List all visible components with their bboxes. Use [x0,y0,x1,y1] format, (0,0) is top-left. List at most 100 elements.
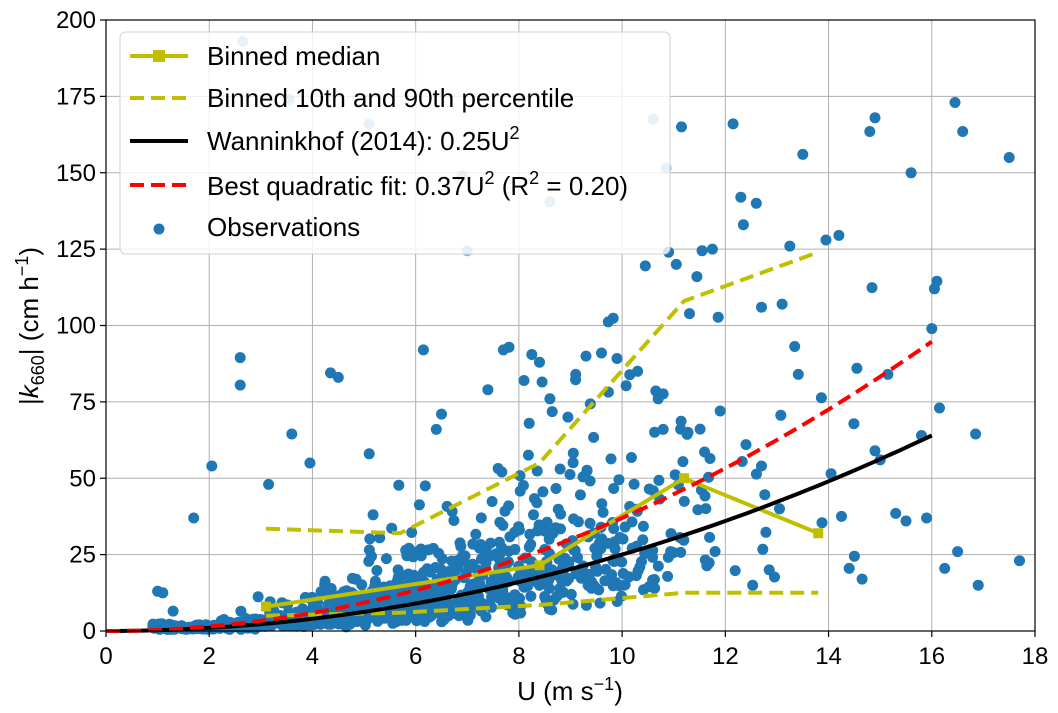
observation-point [1003,152,1015,163]
observation-point [537,486,549,498]
observation-point [949,97,961,108]
observation-point [550,483,562,494]
observation-point [699,554,711,566]
observation-point [825,468,837,480]
observation-point [497,344,509,356]
x-tick-label: 18 [1022,643,1049,670]
observation-point [463,563,475,574]
observation-point [665,528,677,540]
observation-point [565,588,577,600]
observation-point [206,460,218,472]
observation-point [574,489,586,501]
observation-point [623,571,635,583]
binned-median-marker [679,473,690,484]
observation-point [759,489,771,501]
observation-point [286,428,298,440]
observation-point [374,532,386,544]
observation-point [304,457,316,469]
observation-point [593,537,605,549]
observation-point [662,570,674,582]
observation-point [816,517,828,529]
observation-point [436,408,447,420]
observation-point [706,243,718,255]
observation-point [649,426,661,438]
observation-point [613,474,625,486]
x-tick-label: 16 [918,643,945,670]
observation-point [729,565,741,577]
y-tick-label: 50 [69,465,96,492]
observation-point [554,582,566,594]
x-tick-label: 8 [512,643,525,670]
x-tick-label: 0 [99,643,112,670]
observation-point [419,480,431,492]
observation-point [554,463,566,475]
observation-point [410,584,422,596]
observation-point [1014,555,1025,567]
observation-point [496,542,508,554]
observation-point [653,474,665,486]
observation-point [678,495,690,507]
observation-point [757,543,769,555]
legend-fit-label: Best quadratic fit: 0.37U2 (R2 = 0.20) [207,168,628,201]
observation-point [820,234,832,246]
observation-point [643,483,655,495]
observation-point [691,271,703,283]
observation-point [390,616,402,628]
observation-point [882,368,894,380]
x-tick-label: 2 [203,643,216,670]
observation-point [774,503,785,515]
observation-point [367,509,379,521]
observation-point [350,573,362,585]
observation-point [525,590,537,602]
observation-point [625,452,637,463]
observation-point [386,522,398,534]
observation-point [476,553,487,565]
observation-point [833,229,845,241]
legend: Binned median Binned 10th and 90th perce… [119,31,671,255]
observation-point [692,504,704,516]
legend-box [119,31,671,255]
legend-entry-median: Binned median [130,41,380,71]
observation-point [620,380,632,392]
observation-point [167,605,179,617]
observation-point [584,475,596,487]
observation-point [677,456,689,468]
observation-point [366,550,377,562]
y-tick-label: 150 [56,160,96,187]
observation-point [470,528,482,540]
observation-point [684,308,695,320]
observation-point [413,499,425,511]
observation-point [704,453,716,464]
observation-point [531,465,543,477]
observation-point [792,368,804,380]
observation-point [662,551,674,563]
observation-point [694,423,706,435]
observation-point [332,371,344,383]
y-tick-label: 125 [56,236,96,263]
x-tick-label: 6 [409,643,422,670]
observation-point [425,566,436,578]
legend-entry-fit: Best quadratic fit: 0.37U2 (R2 = 0.20) [130,168,628,201]
observation-point [740,439,752,451]
observation-point [836,510,847,522]
observation-point [600,563,612,575]
observation-point [952,546,964,558]
observation-point [452,555,464,566]
observation-point [509,543,521,555]
observation-point [750,197,762,209]
observation-point [931,275,943,287]
observation-point [157,587,169,599]
legend-entry-percentile: Binned 10th and 90th percentile [130,83,574,113]
observation-point [926,323,938,335]
observation-point [544,393,556,405]
x-axis-ticks: 0 2 4 6 8 10 12 14 16 18 [99,631,1048,670]
observation-point [423,611,435,623]
observation-point [394,568,406,580]
observation-point [485,537,497,549]
observation-point [569,545,581,557]
observation-point [608,523,620,535]
observation-point [681,428,693,440]
observation-point [583,571,595,583]
observation-point [843,562,855,574]
observation-point [455,541,467,552]
